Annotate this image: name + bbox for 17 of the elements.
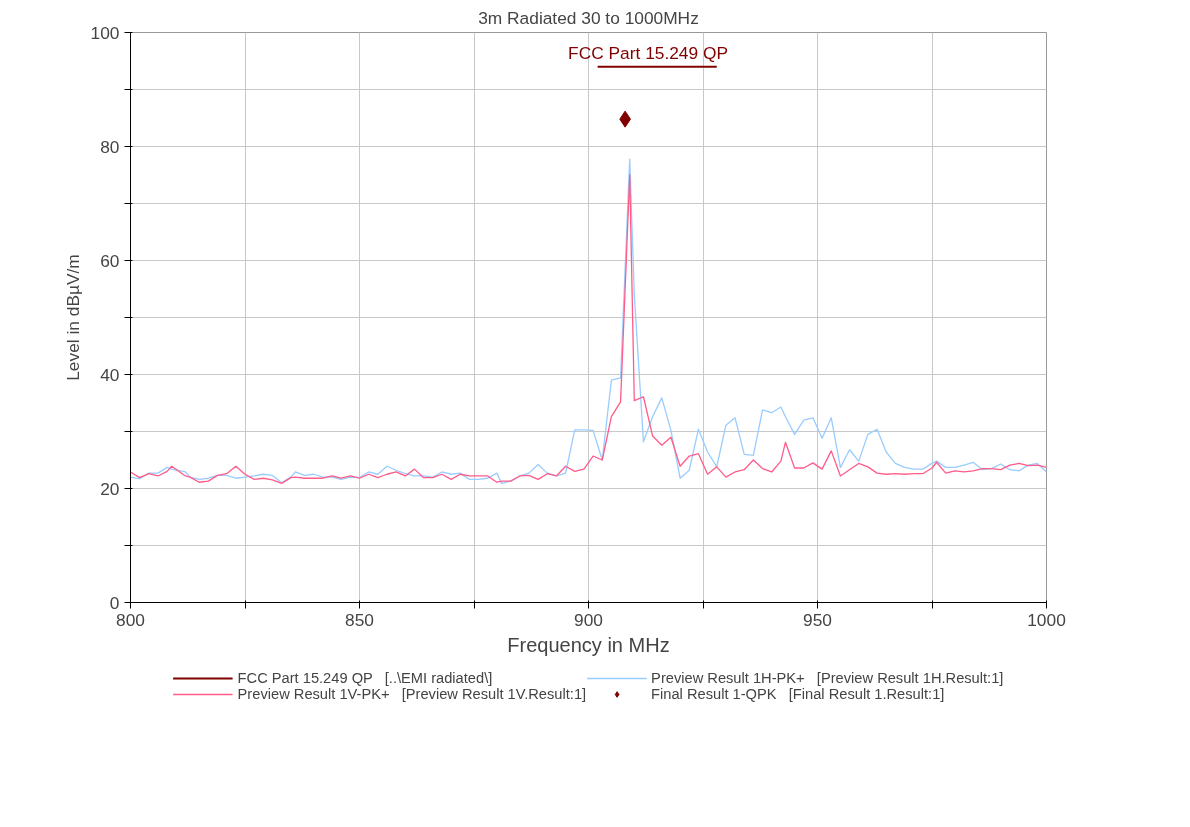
y-tick-label: 100 (90, 22, 120, 43)
x-tick-label: 900 (574, 609, 603, 630)
x-tick-label: 950 (803, 609, 832, 630)
legend-label: Preview Result 1V-PK+ [Preview Result 1V.Result:1] (237, 686, 587, 702)
x-axis-title: Frequency in MHz (507, 633, 670, 656)
y-axis-title: Level in dBµV/m (62, 254, 83, 381)
x-tick-label: 850 (345, 609, 374, 630)
legend-label: Preview Result 1H-PK+ [Preview Result 1H.Result:1] (651, 670, 1004, 686)
y-tick-label: 60 (100, 250, 120, 271)
annotation: FCC Part 15.249 QP (568, 42, 728, 63)
y-tick-label: 80 (100, 136, 120, 157)
legend-label: Final Result 1-QPK [Final Result 1.Result:1] (651, 686, 945, 702)
chart-title: 3m Radiated 30 to 1000MHz (478, 7, 699, 28)
y-tick-label: 20 (100, 478, 120, 499)
x-tick-label: 1000 (1027, 609, 1066, 630)
y-tick-label: 40 (100, 364, 120, 385)
legend-label: FCC Part 15.249 QP [..\EMI radiated\] (237, 670, 493, 686)
